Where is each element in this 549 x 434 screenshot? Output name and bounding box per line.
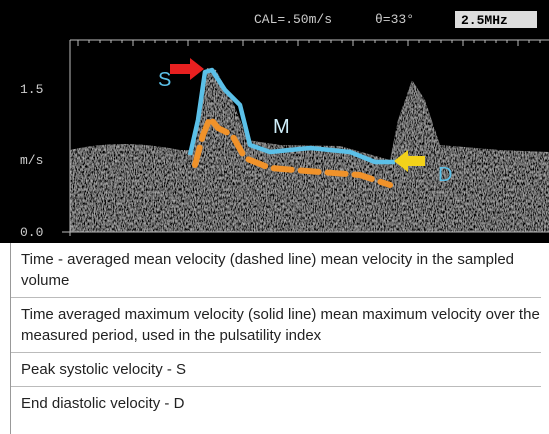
ticks xyxy=(77,40,541,46)
caption-item: End diastolic velocity - D xyxy=(21,395,185,412)
caption-list: Time - averaged mean velocity (dashed li… xyxy=(10,243,549,434)
arrow-s xyxy=(170,58,204,80)
label-s: S xyxy=(158,69,171,91)
axis-label: 1.5 xyxy=(20,82,43,97)
caption-item: Time averaged maximum velocity (solid li… xyxy=(11,298,541,353)
label-d: D xyxy=(438,164,452,186)
arrow-d xyxy=(394,150,425,172)
axis-label: m/s xyxy=(20,153,43,168)
frequency: 2.5MHz xyxy=(461,13,508,28)
doppler-image: CAL=.50m/s θ=33° 2.5MHz 1.5 m/s 0.0 S M … xyxy=(0,0,549,243)
max-velocity-line xyxy=(187,67,395,165)
angle: θ=33° xyxy=(375,12,414,27)
badge xyxy=(455,11,537,28)
label-m: M xyxy=(273,116,290,138)
caption-item: Peak systolic velocity - S xyxy=(11,353,541,387)
axis-label: 0.0 xyxy=(20,225,43,240)
mean-velocity-line xyxy=(192,112,393,188)
caption-item: Time - averaged mean velocity (dashed li… xyxy=(11,243,541,298)
calibration: CAL=.50m/s xyxy=(254,12,332,27)
